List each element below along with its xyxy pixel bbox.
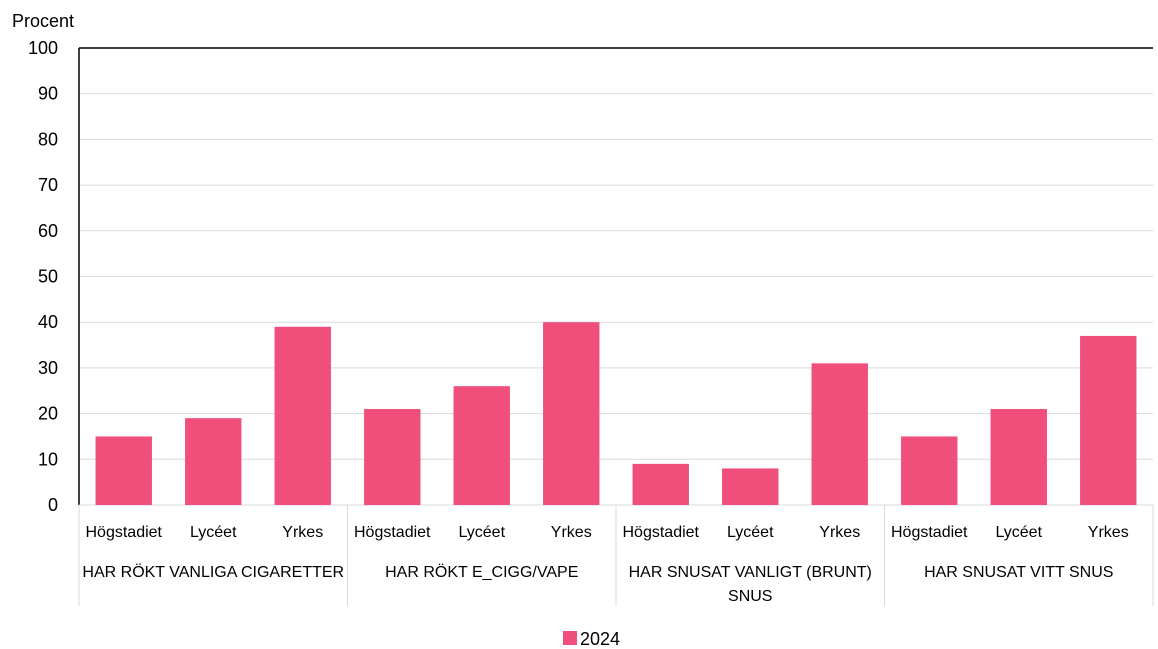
y-tick-label: 100 xyxy=(28,38,58,58)
category-label: Yrkes xyxy=(819,524,860,541)
category-label: Lycéet xyxy=(727,524,774,541)
y-tick-label: 10 xyxy=(38,449,58,469)
category-label: Yrkes xyxy=(1088,524,1129,541)
group-label: HAR SNUSAT VITT SNUS xyxy=(924,564,1113,581)
category-label: Högstadiet xyxy=(86,524,163,541)
y-axis-ticks: 0 10 20 30 40 50 60 70 80 90 100 xyxy=(28,38,58,515)
bar xyxy=(543,322,600,505)
bar xyxy=(453,386,510,505)
legend-swatch xyxy=(563,631,577,645)
group-label: HAR RÖKT E_CIGG/VAPE xyxy=(385,563,578,581)
bar xyxy=(990,409,1047,505)
y-tick-label: 40 xyxy=(38,312,58,332)
bar xyxy=(185,418,242,505)
category-label: Högstadiet xyxy=(354,524,431,541)
bar xyxy=(364,409,421,505)
bar xyxy=(632,463,689,505)
category-label: Lycéet xyxy=(458,524,505,541)
y-tick-label: 0 xyxy=(48,495,58,515)
bar xyxy=(901,436,958,505)
x-axis: Högstadiet Lycéet Yrkes HAR RÖKT VANLIGA CI… xyxy=(78,505,1154,606)
category-label: Lycéet xyxy=(995,524,1042,541)
y-tick-label: 80 xyxy=(38,129,58,149)
group-label: HAR RÖKT VANLIGA CIGARETTER xyxy=(82,563,344,581)
bar xyxy=(274,326,331,505)
category-label: Högstadiet xyxy=(623,524,700,541)
bars xyxy=(95,322,1137,505)
y-tick-label: 20 xyxy=(38,404,58,424)
group-label: SNUS xyxy=(728,588,772,605)
y-tick-label: 90 xyxy=(38,84,58,104)
category-label: Lycéet xyxy=(190,524,237,541)
legend: 2024 xyxy=(563,629,620,649)
y-tick-label: 60 xyxy=(38,221,58,241)
category-label: Högstadiet xyxy=(891,524,968,541)
group-label: HAR SNUSAT VANLIGT (BRUNT) xyxy=(629,564,872,581)
y-tick-label: 30 xyxy=(38,358,58,378)
legend-label: 2024 xyxy=(580,629,620,649)
bar xyxy=(722,468,779,505)
bar xyxy=(811,363,868,505)
bar xyxy=(95,436,152,505)
category-label: Yrkes xyxy=(551,524,592,541)
y-axis-title: Procent xyxy=(12,11,74,31)
y-tick-label: 70 xyxy=(38,175,58,195)
y-tick-label: 50 xyxy=(38,267,58,287)
bar xyxy=(1080,335,1137,505)
gridlines xyxy=(78,47,1153,506)
category-label: Yrkes xyxy=(282,524,323,541)
